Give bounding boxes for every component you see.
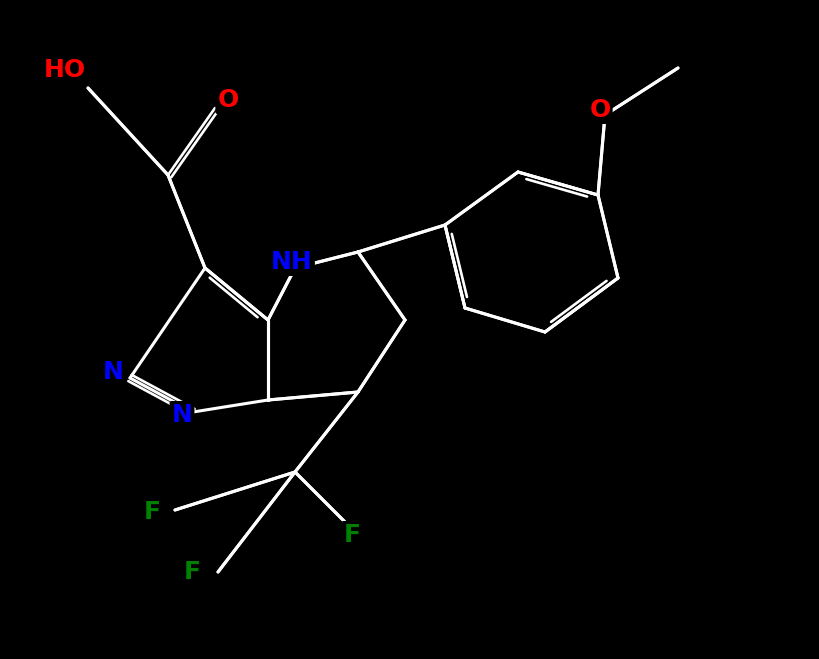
Text: O: O	[590, 98, 611, 122]
Text: F: F	[343, 523, 360, 547]
Text: NH: NH	[271, 250, 313, 274]
Text: N: N	[102, 360, 124, 384]
Text: F: F	[143, 500, 161, 524]
Text: HO: HO	[44, 58, 86, 82]
Text: F: F	[183, 560, 201, 584]
Text: N: N	[171, 403, 192, 427]
Text: O: O	[217, 88, 238, 112]
